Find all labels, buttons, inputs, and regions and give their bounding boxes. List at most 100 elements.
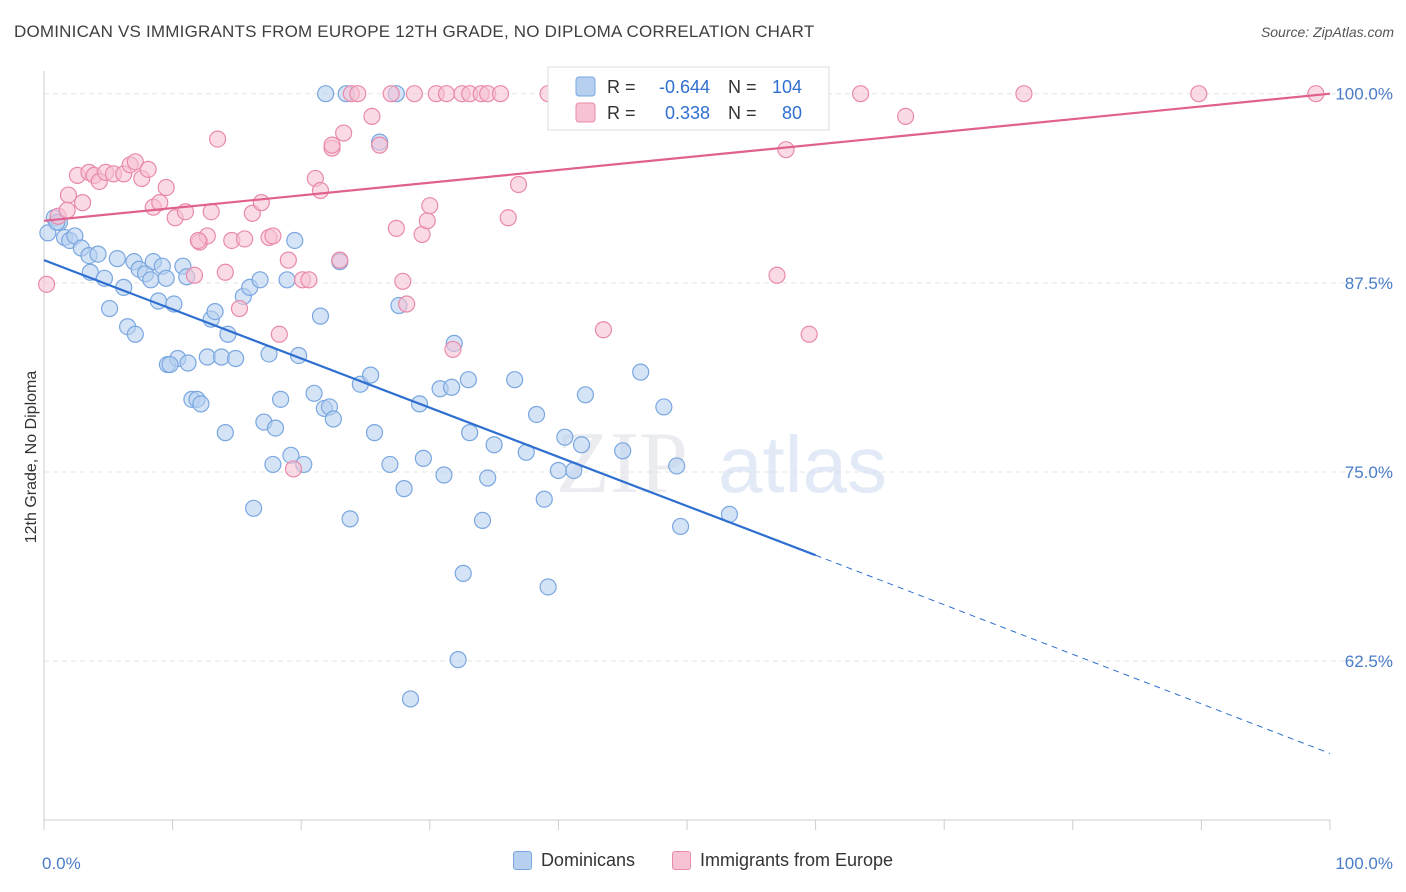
point-immigrants-50 xyxy=(398,295,416,313)
x-tick-label-0: 0.0% xyxy=(42,854,81,873)
point-dominicans-48 xyxy=(272,390,290,408)
point-dominicans-90 xyxy=(556,428,574,446)
point-immigrants-39 xyxy=(311,181,330,200)
point-dominicans-77 xyxy=(449,651,467,669)
point-immigrants-37 xyxy=(300,271,318,289)
point-immigrants-74 xyxy=(323,136,341,154)
watermark: ZIP atlas xyxy=(556,415,887,512)
point-dominicans-55 xyxy=(311,307,330,325)
point-immigrants-55 xyxy=(437,85,456,103)
point-dominicans-87 xyxy=(535,490,553,508)
point-immigrants-75 xyxy=(189,231,207,250)
stats-r-label-0: R = xyxy=(607,77,636,97)
point-dominicans-64 xyxy=(362,366,380,384)
point-dominicans-97 xyxy=(655,398,673,416)
point-dominicans-93 xyxy=(576,386,595,404)
point-dominicans-89 xyxy=(549,461,568,480)
point-immigrants-17 xyxy=(157,178,175,197)
point-dominicans-99 xyxy=(671,517,690,536)
point-dominicans-103 xyxy=(161,355,179,374)
point-immigrants-47 xyxy=(382,85,400,103)
point-dominicans-54 xyxy=(305,384,323,402)
point-dominicans-92 xyxy=(572,436,591,454)
point-immigrants-78 xyxy=(768,266,786,284)
point-immigrants-41 xyxy=(331,251,349,269)
point-immigrants-61 xyxy=(491,85,510,103)
point-immigrants-69 xyxy=(1015,85,1033,103)
point-immigrants-23 xyxy=(202,203,220,221)
stats-n-label-0: N = xyxy=(728,77,757,97)
stats-r-value-1: 0.338 xyxy=(665,103,710,123)
trend-line-immigrants xyxy=(43,92,1331,222)
point-immigrants-44 xyxy=(349,85,367,103)
y-tick-label-2: 75.0% xyxy=(1345,463,1393,482)
point-dominicans-84 xyxy=(506,371,524,389)
point-immigrants-46 xyxy=(371,136,389,154)
watermark-atlas: atlas xyxy=(718,420,887,509)
point-dominicans-88 xyxy=(539,578,557,596)
point-immigrants-12 xyxy=(126,153,144,171)
y-tick-label-3: 62.5% xyxy=(1345,652,1393,671)
point-immigrants-53 xyxy=(418,212,436,230)
point-dominicans-70 xyxy=(395,480,413,498)
bottom-legend: Dominicans Immigrants from Europe xyxy=(0,850,1406,875)
point-dominicans-98 xyxy=(668,457,686,475)
stats-legend: R = -0.644 N = 104 R = 0.338 N = 80 xyxy=(547,66,830,131)
point-dominicans-51 xyxy=(286,231,304,250)
stats-r-label-1: R = xyxy=(607,103,636,123)
point-dominicans-95 xyxy=(632,363,650,381)
point-dominicans-39 xyxy=(227,349,245,368)
point-immigrants-32 xyxy=(264,227,282,245)
point-immigrants-62 xyxy=(499,209,517,227)
point-dominicans-46 xyxy=(264,455,282,474)
point-dominicans-23 xyxy=(157,269,175,287)
point-dominicans-94 xyxy=(614,442,632,460)
stats-swatch-dominicans xyxy=(575,76,596,97)
point-immigrants-56 xyxy=(444,340,462,359)
point-dominicans-35 xyxy=(206,302,224,321)
stats-n-value-0: 104 xyxy=(772,77,802,97)
axes xyxy=(43,71,1331,830)
point-immigrants-30 xyxy=(252,194,270,212)
point-dominicans-12 xyxy=(108,250,126,268)
tick-labels: 100.0% 87.5% 75.0% 62.5% 0.0% 100.0% xyxy=(42,85,1393,873)
point-immigrants-68 xyxy=(897,107,915,125)
point-immigrants-76 xyxy=(777,141,795,159)
point-immigrants-34 xyxy=(279,251,297,269)
point-immigrants-16 xyxy=(151,194,169,212)
point-dominicans-72 xyxy=(414,449,432,467)
point-dominicans-78 xyxy=(454,564,472,582)
point-dominicans-82 xyxy=(479,469,497,487)
point-dominicans-58 xyxy=(324,410,342,428)
legend-item-immigrants: Immigrants from Europe xyxy=(672,850,893,871)
chart-title: DOMINICAN VS IMMIGRANTS FROM EUROPE 12TH… xyxy=(14,22,815,41)
point-immigrants-65 xyxy=(594,321,613,339)
point-immigrants-2 xyxy=(59,186,78,204)
point-immigrants-79 xyxy=(58,201,76,219)
point-immigrants-42 xyxy=(335,124,353,142)
point-immigrants-72 xyxy=(509,175,528,194)
stats-n-label-1: N = xyxy=(728,103,757,123)
point-dominicans-16 xyxy=(126,325,144,343)
point-dominicans-36 xyxy=(212,348,231,366)
point-immigrants-0 xyxy=(37,275,56,293)
point-dominicans-42 xyxy=(245,499,263,517)
point-immigrants-24 xyxy=(209,130,227,148)
y-tick-label-1: 87.5% xyxy=(1345,274,1393,293)
point-dominicans-67 xyxy=(381,455,399,474)
point-dominicans-37 xyxy=(216,424,234,442)
point-dominicans-62 xyxy=(341,510,359,528)
stats-r-value-0: -0.644 xyxy=(659,77,710,97)
point-dominicans-75 xyxy=(443,378,461,396)
point-immigrants-28 xyxy=(236,230,254,248)
point-immigrants-51 xyxy=(405,85,423,103)
point-immigrants-70 xyxy=(1190,85,1208,103)
point-immigrants-33 xyxy=(270,325,288,343)
point-immigrants-4 xyxy=(73,194,92,212)
point-immigrants-45 xyxy=(363,107,381,125)
legend-item-dominicans: Dominicans xyxy=(512,850,635,871)
trend-line-dominicans-extension xyxy=(815,554,1331,754)
legend-label-dominicans: Dominicans xyxy=(540,850,635,870)
point-dominicans-59 xyxy=(317,85,335,103)
